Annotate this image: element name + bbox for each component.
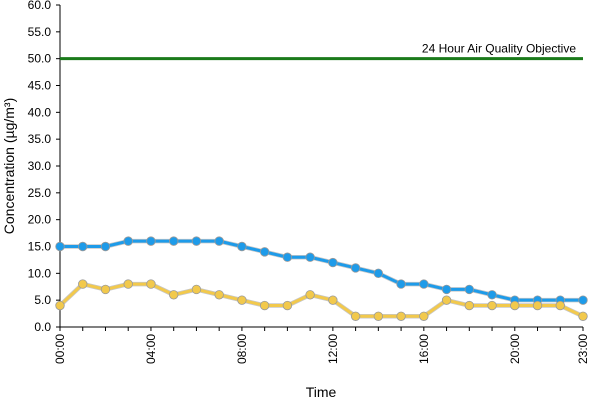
series-line: [60, 239, 583, 302]
x-tick-label: 08:00: [235, 334, 249, 364]
data-point: [100, 241, 111, 252]
data-point: [78, 241, 88, 252]
y-tick-label: 25.0: [28, 186, 52, 200]
data-point: [441, 284, 452, 295]
data-point: [123, 279, 133, 289]
x-tick-label: 20:00: [508, 334, 522, 364]
data-point: [396, 279, 406, 289]
data-point: [146, 236, 156, 246]
y-tick-label: 15.0: [28, 240, 52, 254]
x-tick-label: 23:00: [576, 334, 590, 364]
axes: 0.0 5.0 10.0 15.0 20.0 25.0 30.0 35.0 40.0 45.0 50…: [28, 0, 590, 364]
data-point: [78, 279, 88, 289]
data-point: [168, 290, 179, 300]
data-point: [350, 311, 361, 321]
data-point: [259, 247, 270, 257]
x-tick-label: 16:00: [417, 334, 431, 364]
data-point: [396, 311, 406, 321]
x-tick-label: 12:00: [326, 334, 340, 364]
data-point: [441, 295, 452, 305]
y-tick-label: 10.0: [28, 266, 52, 280]
data-point: [168, 236, 179, 246]
data-point: [123, 236, 133, 246]
series-line-shadow: [60, 238, 583, 303]
y-tick-label: 30.0: [28, 159, 52, 173]
series-layer: [55, 236, 588, 321]
x-tick-label: 04:00: [144, 334, 158, 364]
data-point: [350, 263, 361, 273]
data-point: [191, 236, 202, 246]
data-point: [578, 311, 588, 321]
data-point: [578, 295, 588, 305]
series-0: [55, 236, 588, 305]
data-point: [305, 290, 315, 300]
y-tick-label: 0.0: [34, 320, 51, 334]
y-tick-label: 60.0: [28, 0, 52, 12]
series-line: [58, 282, 584, 318]
y-tick-label: 40.0: [28, 105, 52, 119]
data-point: [419, 311, 429, 321]
y-tick-label: 55.0: [28, 25, 52, 39]
data-point: [55, 241, 65, 252]
series-line-shadow: [58, 281, 584, 319]
data-point: [305, 252, 315, 262]
y-tick-label: 20.0: [28, 213, 52, 227]
data-point: [214, 290, 224, 300]
data-point: [282, 300, 293, 311]
data-point: [55, 300, 65, 311]
data-point: [237, 295, 247, 305]
data-point: [214, 236, 224, 246]
objective-label: 24 Hour Air Quality Objective: [422, 42, 576, 56]
data-point: [419, 279, 429, 289]
series-1: [55, 279, 588, 321]
data-point: [555, 300, 565, 311]
y-tick-label: 50.0: [28, 52, 52, 66]
data-point: [532, 300, 543, 311]
data-point: [146, 279, 156, 289]
x-axis-title: Time: [306, 384, 337, 400]
data-point: [259, 300, 270, 311]
data-point: [464, 284, 475, 295]
y-axis-title: Concentration (µg/m³): [1, 98, 17, 234]
x-tick-label: 00:00: [53, 334, 67, 364]
data-point: [191, 284, 202, 295]
data-point: [487, 300, 497, 311]
data-point: [373, 311, 384, 321]
data-point: [282, 252, 293, 262]
data-point: [487, 290, 497, 300]
data-point: [328, 257, 338, 268]
data-point: [510, 300, 520, 311]
y-tick-label: 5.0: [34, 293, 51, 307]
data-point: [464, 300, 475, 311]
y-tick-label: 45.0: [28, 79, 52, 93]
data-point: [237, 241, 247, 252]
data-point: [373, 268, 384, 279]
objective-line-group: 24 Hour Air Quality Objective: [60, 42, 583, 61]
data-point: [100, 284, 111, 295]
y-tick-label: 35.0: [28, 132, 52, 146]
data-point: [328, 295, 338, 305]
